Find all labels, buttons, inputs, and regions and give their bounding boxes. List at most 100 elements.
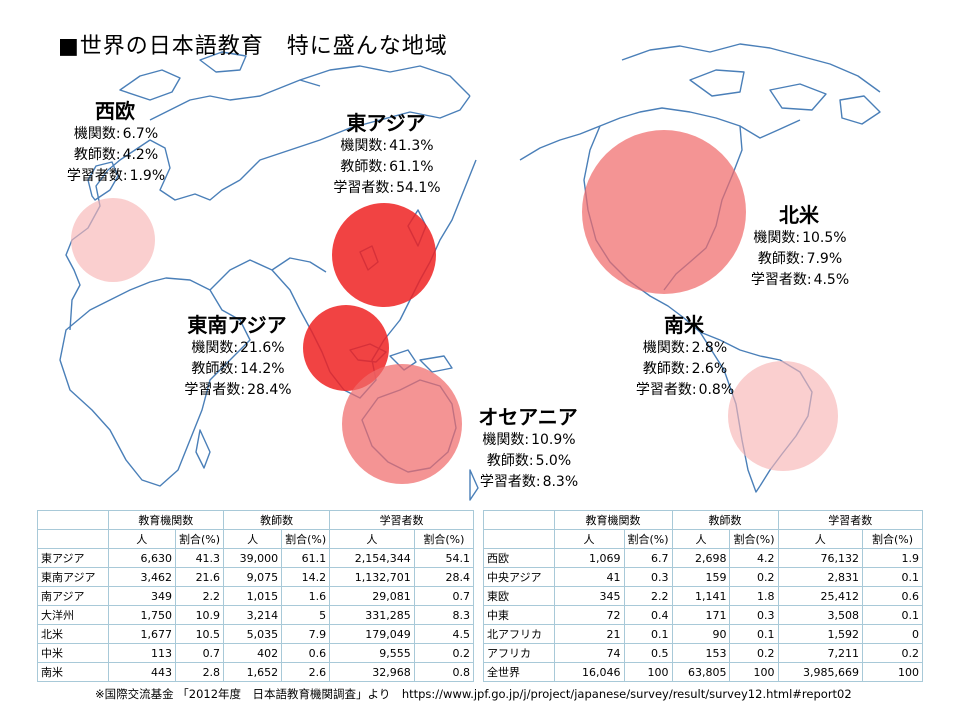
group-header: 学習者数 bbox=[329, 510, 474, 530]
count-cell: 63,805 bbox=[671, 662, 731, 682]
percent-cell: 0.6 bbox=[281, 643, 331, 663]
stat-value: 2.6% bbox=[691, 361, 728, 377]
stat-institutions: 機関数: 41.3% bbox=[316, 136, 456, 157]
region-label-east-asia: 東アジア 機関数: 41.3% 教師数: 61.1% 学習者数: 54.1% bbox=[316, 110, 456, 199]
stat-label: 学習者数: bbox=[479, 474, 541, 490]
percent-cell: 2.2 bbox=[623, 586, 673, 606]
percent-cell: 1.8 bbox=[729, 586, 779, 606]
count-cell: 9,075 bbox=[223, 567, 283, 587]
table-right-body: 西欧 1,069 6.7 2,698 4.2 76,132 1.9 中央アジア 41 0.3 159… bbox=[483, 548, 924, 682]
count-cell: 72 bbox=[553, 605, 625, 625]
table-row: 全世界 16,046 100 63,805 100 3,985,669 100 bbox=[483, 662, 924, 682]
count-cell: 90 bbox=[671, 624, 731, 644]
percent-cell: 0.3 bbox=[729, 605, 779, 625]
percent-cell: 4.5 bbox=[413, 624, 475, 644]
stat-label: 学習者数: bbox=[333, 180, 395, 196]
world-map bbox=[59, 43, 881, 501]
table-row: 大洋州 1,750 10.9 3,214 5 331,285 8.3 bbox=[37, 605, 475, 625]
percent-cell: 0.1 bbox=[861, 567, 924, 587]
count-cell: 5,035 bbox=[223, 624, 283, 644]
stat-value: 8.3% bbox=[542, 474, 579, 490]
count-cell: 1,015 bbox=[223, 586, 283, 606]
stat-label: 機関数: bbox=[482, 432, 530, 448]
row-region-cell: 南米 bbox=[37, 662, 109, 682]
percent-cell: 2.6 bbox=[281, 662, 331, 682]
count-cell: 331,285 bbox=[329, 605, 415, 625]
stat-value: 10.5% bbox=[802, 230, 847, 246]
stat-value: 4.2% bbox=[122, 147, 159, 163]
count-cell: 349 bbox=[107, 586, 177, 606]
percent-cell: 0.2 bbox=[729, 643, 779, 663]
bubble-oceania bbox=[342, 364, 462, 484]
stat-value: 4.5% bbox=[813, 272, 850, 288]
row-region-cell: 東アジア bbox=[37, 548, 109, 568]
group-header-row: 教育機関数 教師数 学習者数 bbox=[483, 510, 924, 530]
percent-cell: 61.1 bbox=[281, 548, 331, 568]
stat-value: 5.0% bbox=[535, 453, 572, 469]
row-region-cell: 中米 bbox=[37, 643, 109, 663]
percent-cell: 0.2 bbox=[861, 643, 924, 663]
count-cell: 29,081 bbox=[329, 586, 415, 606]
stat-institutions: 機関数: 10.9% bbox=[458, 430, 598, 451]
count-cell: 2,698 bbox=[671, 548, 731, 568]
count-cell: 21 bbox=[553, 624, 625, 644]
stat-value: 54.1% bbox=[396, 180, 441, 196]
row-region-cell: 東欧 bbox=[483, 586, 555, 606]
count-cell: 1,677 bbox=[107, 624, 177, 644]
region-label-southeast-asia: 東南アジア 機関数: 21.6% 教師数: 14.2% 学習者数: 28.4% bbox=[166, 312, 308, 401]
table-row: 北米 1,677 10.5 5,035 7.9 179,049 4.5 bbox=[37, 624, 475, 644]
sub-header-row: 人 割合(%) 人 割合(%) 人 割合(%) bbox=[37, 529, 475, 549]
count-cell: 39,000 bbox=[223, 548, 283, 568]
percent-cell: 0.2 bbox=[729, 567, 779, 587]
percent-cell: 100 bbox=[861, 662, 924, 682]
group-header: 教師数 bbox=[223, 510, 331, 530]
count-cell: 7,211 bbox=[777, 643, 863, 663]
stat-label: 機関数: bbox=[340, 138, 388, 154]
stat-institutions: 機関数: 10.5% bbox=[734, 228, 864, 249]
page-title: ■世界の日本語教育 特に盛んな地域 bbox=[58, 34, 448, 59]
row-region-cell: 西欧 bbox=[483, 548, 555, 568]
count-cell: 1,132,701 bbox=[329, 567, 415, 587]
stat-teachers: 教師数: 14.2% bbox=[166, 359, 308, 380]
sub-header: 割合(%) bbox=[861, 529, 924, 549]
stat-value: 21.6% bbox=[240, 340, 285, 356]
group-header-row: 教育機関数 教師数 学習者数 bbox=[37, 510, 474, 530]
sub-header: 人 bbox=[107, 529, 177, 549]
row-region-cell: 北米 bbox=[37, 624, 109, 644]
percent-cell: 0.1 bbox=[861, 605, 924, 625]
stat-learners: 学習者数: 1.9% bbox=[52, 166, 178, 187]
region-label-north-america: 北米 機関数: 10.5% 教師数: 7.9% 学習者数: 4.5% bbox=[734, 202, 864, 291]
table-row: 西欧 1,069 6.7 2,698 4.2 76,132 1.9 bbox=[483, 548, 924, 568]
percent-cell: 100 bbox=[623, 662, 673, 682]
percent-cell: 14.2 bbox=[281, 567, 331, 587]
row-region-cell: アフリカ bbox=[483, 643, 555, 663]
row-region-cell: 大洋州 bbox=[37, 605, 109, 625]
sub-header: 人 bbox=[553, 529, 625, 549]
row-region-cell: 南アジア bbox=[37, 586, 109, 606]
percent-cell: 0.4 bbox=[623, 605, 673, 625]
stat-value: 61.1% bbox=[389, 159, 434, 175]
group-header: 教育機関数 bbox=[553, 510, 673, 530]
count-cell: 1,750 bbox=[107, 605, 177, 625]
percent-cell: 2.8 bbox=[175, 662, 225, 682]
stat-teachers: 教師数: 7.9% bbox=[734, 249, 864, 270]
table-row: 南アジア 349 2.2 1,015 1.6 29,081 0.7 bbox=[37, 586, 475, 606]
count-cell: 345 bbox=[553, 586, 625, 606]
stat-teachers: 教師数: 4.2% bbox=[52, 145, 178, 166]
stat-label: 教師数: bbox=[642, 361, 690, 377]
sub-header: 割合(%) bbox=[413, 529, 475, 549]
bubble-north-america bbox=[582, 130, 746, 294]
count-cell: 9,555 bbox=[329, 643, 415, 663]
stat-teachers: 教師数: 61.1% bbox=[316, 157, 456, 178]
count-cell: 153 bbox=[671, 643, 731, 663]
count-cell: 3,508 bbox=[777, 605, 863, 625]
region-label-south-america: 南米 機関数: 2.8% 教師数: 2.6% 学習者数: 0.8% bbox=[616, 312, 752, 401]
sub-header: 割合(%) bbox=[175, 529, 225, 549]
percent-cell: 100 bbox=[729, 662, 779, 682]
count-cell: 171 bbox=[671, 605, 731, 625]
stat-label: 教師数: bbox=[340, 159, 388, 175]
percent-cell: 28.4 bbox=[413, 567, 475, 587]
stat-value: 41.3% bbox=[389, 138, 434, 154]
row-region-cell: 東南アジア bbox=[37, 567, 109, 587]
count-cell: 3,214 bbox=[223, 605, 283, 625]
